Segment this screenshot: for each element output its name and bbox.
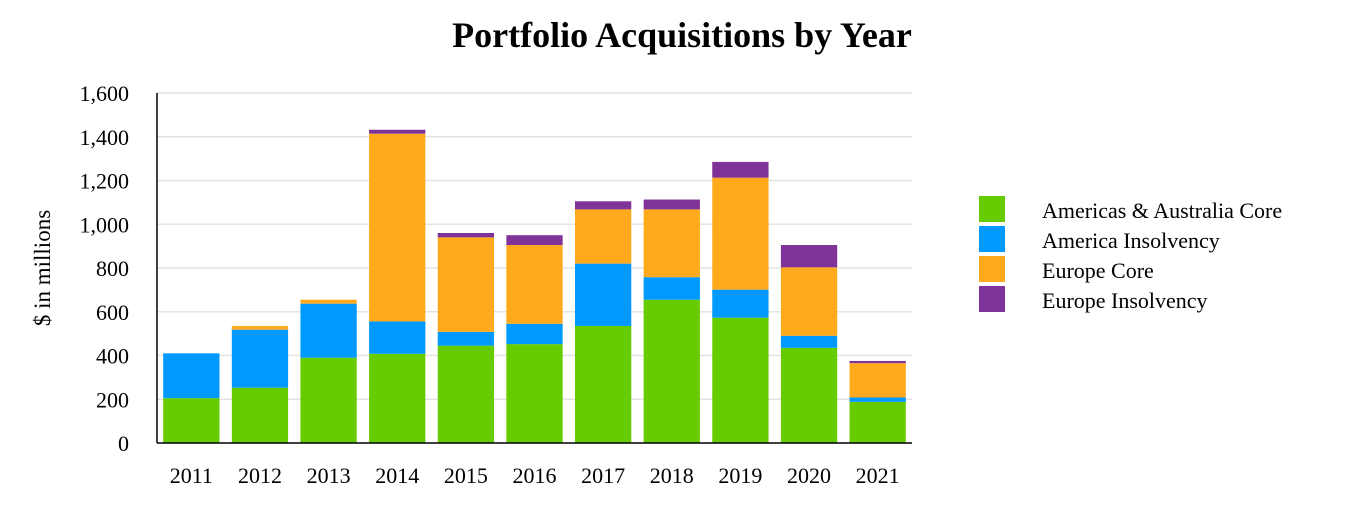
bar-segment [849, 397, 906, 402]
bar-segment [643, 209, 700, 278]
bar-segment [231, 329, 289, 388]
y-tick-label: 200 [96, 387, 129, 412]
bar-segment [780, 267, 838, 336]
bar-segment [780, 347, 838, 443]
bar-segment [574, 263, 632, 326]
y-tick-label: 600 [96, 300, 129, 325]
y-tick-label: 1,600 [80, 81, 130, 106]
bar-segment [849, 363, 906, 398]
bar-segment [643, 199, 700, 210]
x-tick-label: 2021 [856, 463, 900, 488]
bar-segment [506, 344, 563, 443]
bars [163, 129, 906, 443]
bar-segment [300, 357, 357, 443]
legend-label: Europe Insolvency [1042, 288, 1208, 313]
bar-segment [712, 317, 769, 443]
bar-segment [712, 289, 769, 318]
bar-segment [300, 303, 357, 358]
x-tick-label: 2011 [170, 463, 213, 488]
legend-swatch [979, 286, 1005, 312]
legend-swatch [979, 226, 1005, 252]
bar-segment [369, 129, 426, 134]
y-tick-label: 1,000 [80, 212, 130, 237]
bar-segment [712, 161, 769, 178]
bar-segment [849, 401, 906, 443]
bar-segment [369, 353, 426, 443]
bar-segment [163, 353, 220, 399]
x-tick-label: 2016 [513, 463, 557, 488]
bar-segment [437, 331, 495, 346]
bar-segment [437, 345, 495, 443]
bar-segment [163, 398, 220, 443]
x-tick-label: 2018 [650, 463, 694, 488]
x-tick-label: 2020 [787, 463, 831, 488]
y-tick-label: 800 [96, 256, 129, 281]
bar-segment [849, 360, 906, 364]
bar-segment [574, 209, 632, 264]
y-tick-label: 0 [118, 431, 129, 456]
x-tick-label: 2015 [444, 463, 488, 488]
x-tick-label: 2017 [581, 463, 625, 488]
x-tick-label: 2014 [375, 463, 419, 488]
legend-label: Americas & Australia Core [1042, 198, 1282, 223]
y-tick-label: 1,200 [80, 169, 130, 194]
x-tick-label: 2012 [238, 463, 282, 488]
axes [156, 93, 912, 444]
bar-segment [574, 201, 632, 210]
legend-swatch [979, 256, 1005, 282]
bar-segment [643, 299, 700, 443]
bar-segment [231, 325, 289, 330]
bar-segment [437, 237, 495, 332]
bar-segment [643, 277, 700, 300]
bar-segment [574, 325, 632, 443]
bar-segment [506, 323, 563, 345]
bar-segment [780, 245, 838, 268]
y-axis-title: $ in millions [30, 210, 55, 326]
chart-title: Portfolio Acquisitions by Year [452, 15, 912, 55]
x-tick-labels: 2011 2012 2013 2014 2015 2016 2017 2018 2019 2020… [170, 463, 900, 488]
y-tick-labels: 0 200 400 600 800 1,000 1,200 1,400 1,600 [80, 81, 130, 456]
bar-segment [506, 235, 563, 246]
y-tick-label: 400 [96, 344, 129, 369]
bar-segment [506, 245, 563, 324]
y-tick-label: 1,400 [80, 125, 130, 150]
legend-label: Europe Core [1042, 258, 1154, 283]
legend-label: America Insolvency [1042, 228, 1220, 253]
legend: Americas & Australia Core America Insolve… [979, 196, 1282, 313]
bar-segment [437, 233, 495, 238]
bar-segment [712, 177, 769, 290]
bar-segment [231, 387, 289, 443]
legend-swatch [979, 196, 1005, 222]
bar-segment [300, 299, 357, 304]
bar-segment [780, 335, 838, 348]
x-tick-label: 2019 [718, 463, 762, 488]
bar-segment [369, 321, 426, 354]
x-tick-label: 2013 [307, 463, 351, 488]
bar-segment [369, 133, 426, 322]
